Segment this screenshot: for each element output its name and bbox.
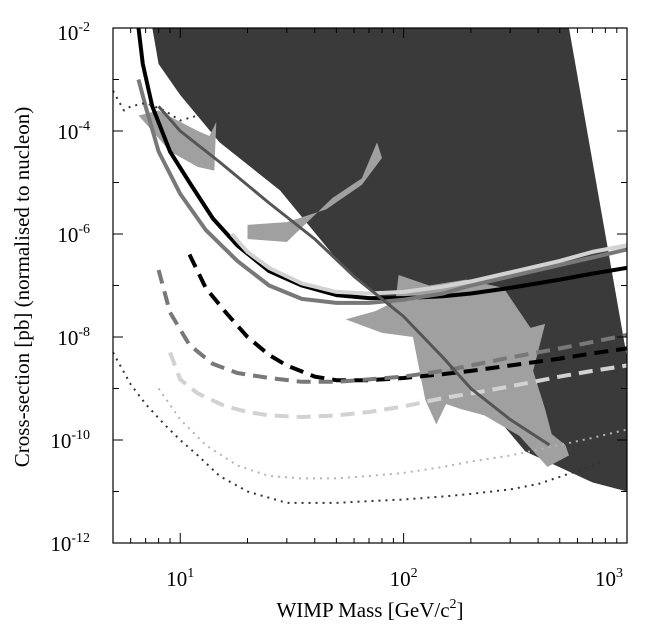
y-tick-label-base: 10: [57, 120, 78, 144]
x-tick-label-exp: 2: [411, 566, 418, 581]
y-tick-label: 10-6: [57, 222, 90, 247]
x-tick-label: 102: [390, 566, 418, 591]
y-tick-label: 10-2: [57, 20, 90, 45]
series-9-line: [157, 387, 627, 480]
plot-area: [113, 28, 627, 504]
x-axis-title-sup: 2: [450, 597, 457, 612]
x-tick-label: 103: [595, 566, 623, 591]
y-tick-label-base: 10: [50, 532, 71, 556]
series-10-line: [157, 105, 551, 447]
x-tick-label-exp: 1: [187, 566, 194, 581]
region-3: [247, 142, 382, 242]
x-tick-label-base: 10: [166, 567, 187, 591]
y-tick-label-base: 10: [57, 223, 78, 247]
series: [113, 28, 627, 504]
x-tick-label-base: 10: [595, 567, 616, 591]
series-2-line: [136, 78, 627, 305]
y-axis-title: Cross-section [pb] (normalised to nucleo…: [10, 107, 34, 467]
x-axis-title: WIMP Mass [GeV/c2]: [276, 597, 463, 622]
y-tick-label-exp: -12: [71, 531, 90, 546]
y-tick-label-base: 10: [57, 326, 78, 350]
x-tick-label-exp: 3: [616, 566, 623, 581]
series-4-line: [187, 253, 627, 383]
x-tick-label-base: 10: [390, 567, 411, 591]
y-tick-label-exp: -4: [78, 119, 90, 134]
y-tick-label-exp: -10: [71, 428, 90, 443]
series-1-line: [136, 28, 627, 301]
series-8-line: [113, 352, 606, 504]
series-5-line: [156, 269, 627, 384]
y-tick-label: 10-10: [50, 428, 90, 453]
y-tick-label-exp: -8: [78, 325, 90, 340]
region-4: [345, 275, 569, 467]
x-axis-title-end: ]: [457, 598, 464, 622]
y-tick-label: 10-4: [57, 119, 90, 144]
y-tick-label-exp: -6: [78, 222, 90, 237]
series-3-line: [230, 232, 627, 296]
series-6-line: [168, 351, 627, 419]
x-axis-title-main: WIMP Mass [GeV/c: [276, 598, 449, 622]
y-tick-label: 10-12: [50, 531, 90, 556]
regions: [138, 28, 627, 492]
x-tick-label: 101: [166, 566, 194, 591]
y-tick-label-base: 10: [57, 21, 78, 45]
series-7-line: [113, 90, 199, 122]
y-tick-label-base: 10: [50, 429, 71, 453]
y-tick-label: 10-8: [57, 325, 90, 350]
y-tick-label-exp: -2: [78, 20, 90, 35]
